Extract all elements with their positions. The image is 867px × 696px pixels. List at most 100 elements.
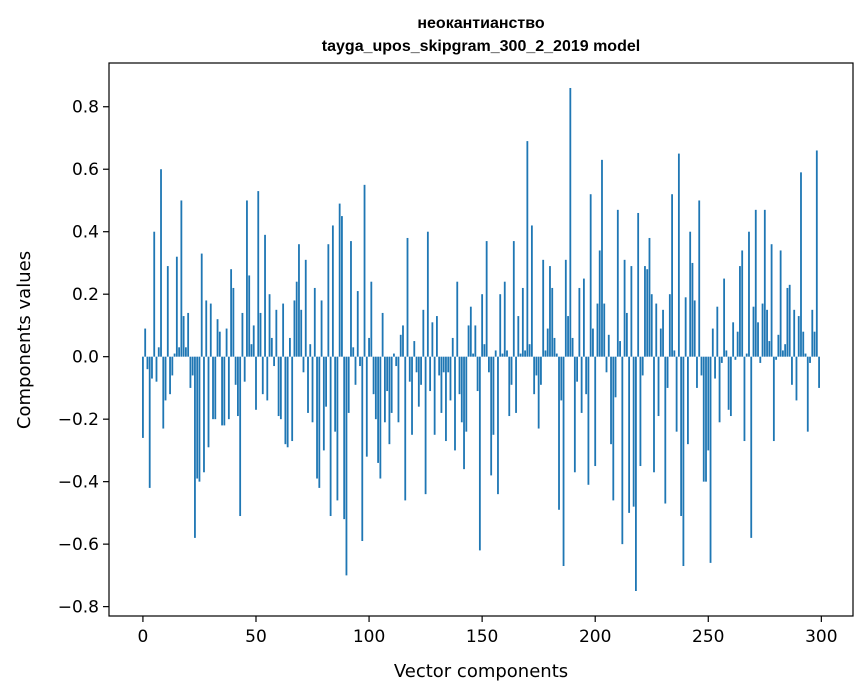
bar-137	[451, 337, 454, 357]
bar-45	[243, 356, 246, 382]
bar-247	[700, 356, 703, 376]
bar-146	[472, 353, 474, 357]
bar-43	[239, 356, 242, 517]
bar-119	[411, 356, 413, 435]
bar-109	[388, 356, 391, 445]
bar-161	[506, 350, 508, 357]
bar-116	[404, 356, 407, 501]
bar-32	[214, 356, 217, 420]
x-tick-label: 50	[245, 627, 267, 647]
bar-99	[365, 356, 368, 457]
bar-262	[734, 356, 737, 360]
bar-74	[309, 344, 312, 357]
bar-228	[657, 356, 660, 417]
bar-255	[718, 356, 721, 423]
bar-115	[402, 325, 404, 357]
bar-224	[648, 237, 651, 357]
bar-1	[144, 328, 147, 357]
bar-105	[379, 356, 382, 479]
bar-145	[469, 306, 472, 357]
bar-297	[813, 331, 816, 357]
bar-28	[205, 300, 208, 357]
bar-80	[322, 356, 325, 451]
bar-208	[612, 356, 615, 501]
bar-51	[257, 191, 260, 357]
bar-81	[325, 356, 327, 407]
bar-207	[610, 356, 612, 445]
bar-219	[637, 212, 640, 357]
bar-245	[696, 356, 698, 388]
bar-149	[478, 356, 481, 551]
bar-92	[350, 241, 352, 357]
bar-63	[284, 356, 287, 445]
y-tick-label: 0.6	[72, 160, 99, 180]
bar-53	[261, 356, 264, 395]
bar-94	[354, 356, 357, 385]
bar-36	[223, 356, 226, 426]
x-tick-label: 0	[138, 627, 149, 647]
bar-256	[720, 356, 723, 363]
bar-108	[386, 356, 389, 392]
bar-79	[320, 300, 323, 357]
bar-13	[171, 356, 174, 376]
bar-233	[668, 294, 671, 357]
bar-8	[160, 169, 162, 357]
bar-37	[225, 328, 228, 357]
bar-34	[218, 331, 221, 357]
bar-89	[343, 356, 346, 520]
bar-66	[291, 356, 294, 442]
y-tick-label: 0.2	[72, 285, 99, 305]
y-tick-label: 0.0	[72, 348, 99, 368]
bar-200	[594, 356, 597, 467]
bar-170	[526, 141, 529, 357]
bar-179	[546, 328, 549, 357]
bar-185	[560, 356, 563, 401]
bar-130	[436, 316, 438, 357]
bar-75	[311, 356, 314, 423]
bar-134	[445, 356, 447, 442]
bar-281	[777, 334, 780, 357]
y-tick-label: −0.8	[58, 598, 99, 618]
bar-129	[433, 356, 436, 435]
bar-144	[467, 325, 470, 357]
bar-295	[809, 356, 811, 363]
bar-26	[200, 253, 203, 357]
bar-180	[549, 266, 551, 357]
bar-150	[481, 294, 484, 357]
bar-279	[772, 356, 775, 442]
bar-56	[268, 294, 271, 357]
bar-97	[361, 356, 364, 542]
bar-104	[377, 356, 380, 463]
bar-136	[449, 356, 452, 401]
bar-120	[413, 341, 416, 357]
bar-269	[750, 356, 753, 538]
bar-167	[519, 353, 522, 357]
bar-60	[277, 356, 280, 417]
bar-113	[397, 356, 400, 423]
bar-215	[628, 356, 631, 513]
bar-65	[289, 337, 291, 357]
bar-211	[619, 341, 621, 357]
bar-17	[180, 200, 183, 357]
y-tick-label: 0.8	[72, 98, 99, 118]
bar-153	[488, 356, 490, 373]
x-tick-label: 100	[353, 627, 385, 647]
bar-162	[508, 356, 511, 417]
bar-100	[368, 337, 370, 357]
bar-263	[736, 331, 739, 357]
bar-182	[553, 337, 556, 357]
bar-246	[698, 200, 701, 357]
bar-57	[270, 337, 273, 357]
y-tick-label: −0.6	[58, 535, 99, 555]
bar-178	[544, 350, 547, 357]
bar-232	[666, 356, 669, 388]
x-tick-label: 150	[466, 627, 498, 647]
bar-227	[655, 303, 658, 357]
bar-64	[286, 356, 289, 448]
bar-206	[607, 334, 610, 357]
bar-174	[535, 356, 538, 376]
bar-5	[153, 231, 156, 357]
bar-197	[587, 356, 590, 485]
bar-273	[759, 356, 762, 363]
